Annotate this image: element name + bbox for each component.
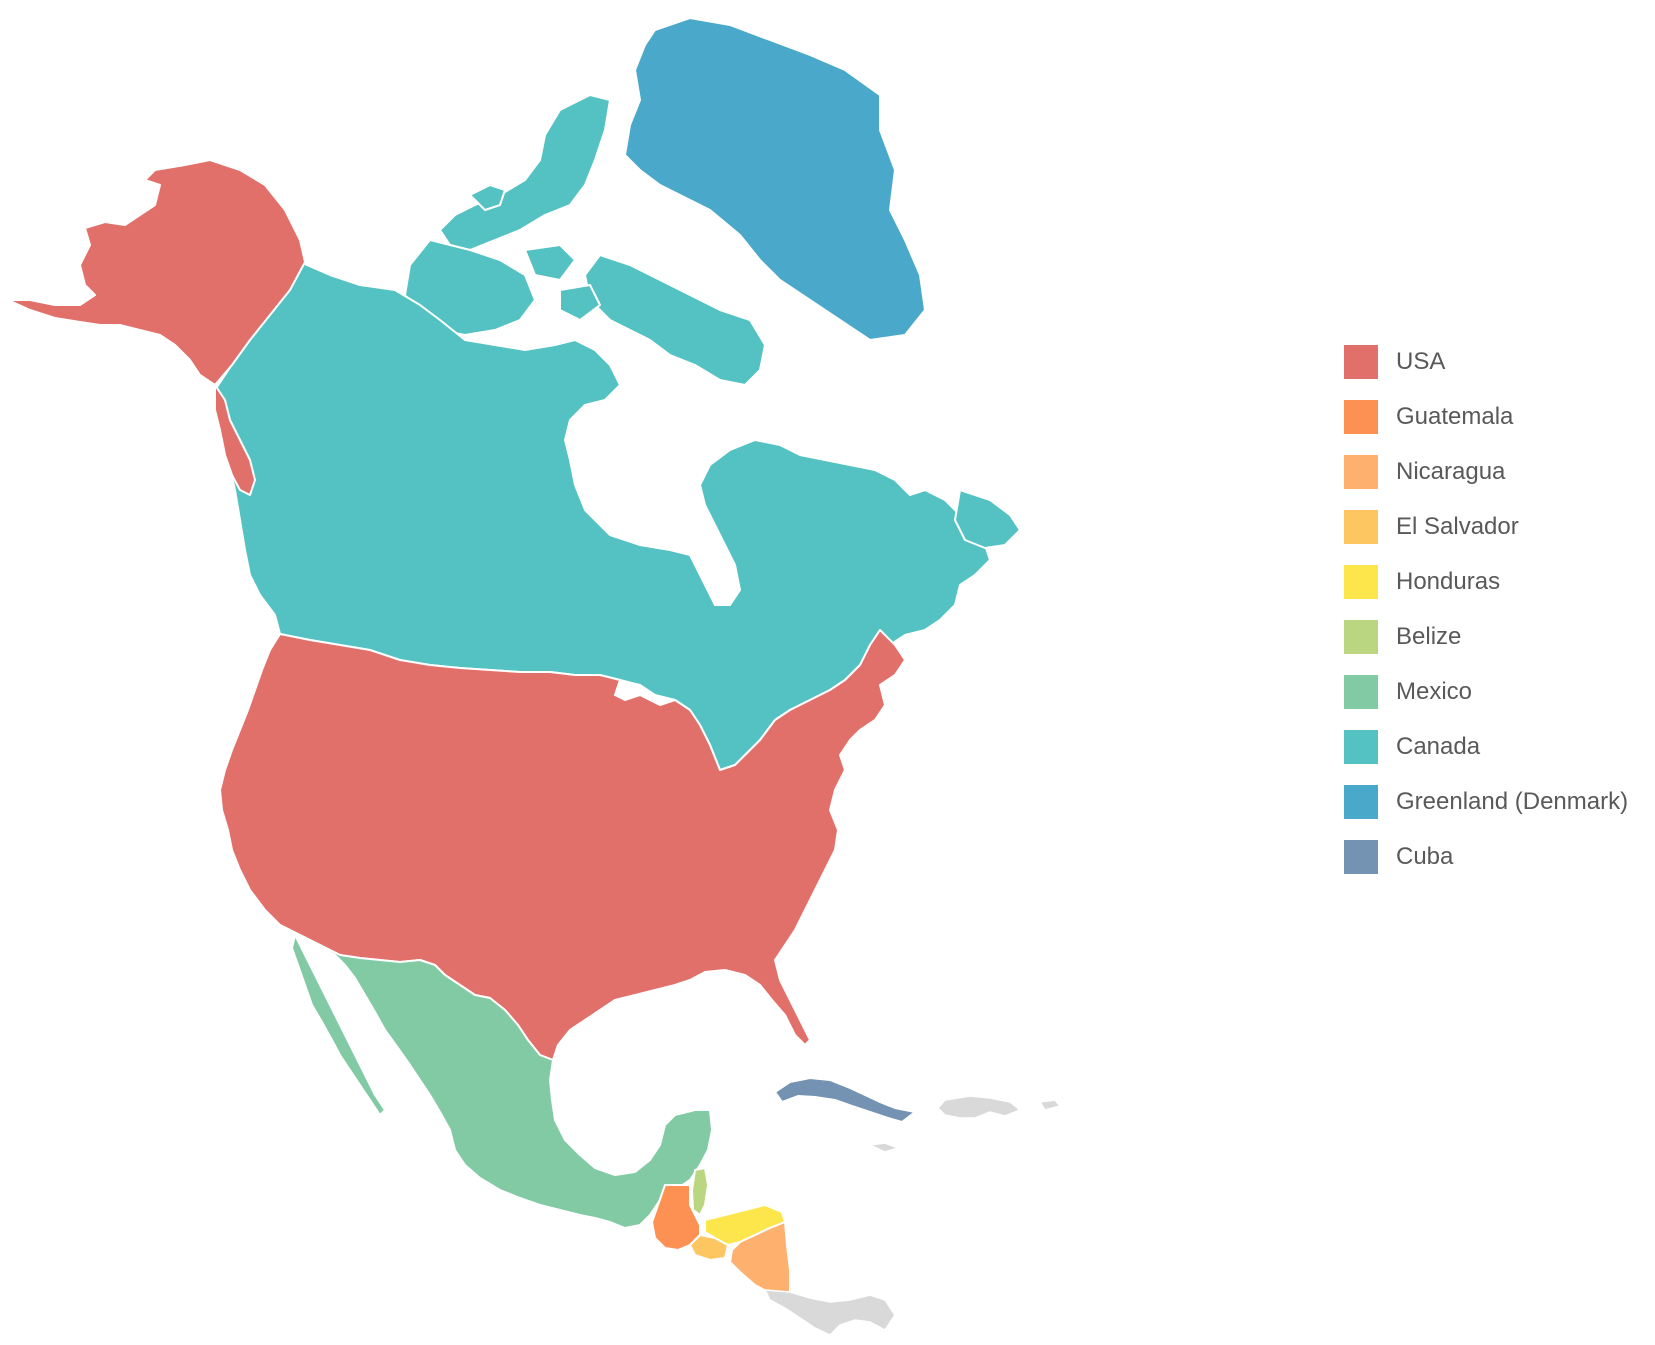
legend-label: Cuba (1396, 842, 1454, 870)
puerto-rico-region (1038, 1099, 1062, 1111)
legend-label: Nicaragua (1396, 457, 1506, 485)
legend-label: Mexico (1396, 677, 1473, 705)
legend-label: Greenland (Denmark) (1396, 787, 1629, 815)
legend-swatch (1344, 839, 1378, 874)
canada-islands-north[interactable] (469, 184, 601, 321)
legend-swatch (1344, 674, 1378, 709)
legend-item-belize[interactable]: Belize (1344, 609, 1644, 664)
legend-swatch (1344, 344, 1378, 379)
legend-label: Belize (1396, 622, 1462, 650)
legend-label: Guatemala (1396, 402, 1514, 430)
canada-newfoundland[interactable] (954, 489, 1021, 549)
canada-arctic-islands[interactable] (439, 94, 611, 251)
legend-swatch (1344, 564, 1378, 599)
legend-item-el-salvador[interactable]: El Salvador (1344, 499, 1644, 554)
mexico-region[interactable] (279, 924, 713, 1229)
north-america-map (7, 17, 1062, 1336)
legend-swatch (1344, 454, 1378, 489)
legend-label: Canada (1396, 732, 1481, 760)
legend-item-canada[interactable]: Canada (1344, 719, 1644, 774)
legend-item-nicaragua[interactable]: Nicaragua (1344, 444, 1644, 499)
legend-swatch (1344, 509, 1378, 544)
usa-alaska-panhandle[interactable] (214, 384, 256, 496)
usa-alaska[interactable] (7, 159, 306, 386)
greenland-region[interactable] (624, 17, 926, 341)
legend-item-usa[interactable]: USA (1344, 334, 1644, 389)
legend-label: Honduras (1396, 567, 1501, 595)
guatemala-region[interactable] (651, 1184, 701, 1251)
legend-label: El Salvador (1396, 512, 1519, 540)
legend-swatch (1344, 729, 1378, 764)
cuba-region[interactable] (774, 1077, 916, 1123)
legend-item-greenland[interactable]: Greenland (Denmark) (1344, 774, 1644, 829)
legend-label: USA (1396, 347, 1446, 375)
legend-item-mexico[interactable]: Mexico (1344, 664, 1644, 719)
costa-rica-panama-region (763, 1289, 896, 1336)
legend-swatch (1344, 399, 1378, 434)
jamaica-region (867, 1142, 901, 1153)
legend: USA Guatemala Nicaragua El Salvador Hond… (1344, 334, 1644, 884)
legend-swatch (1344, 784, 1378, 819)
legend-swatch (1344, 619, 1378, 654)
canada-baffin-island[interactable] (584, 254, 766, 386)
belize-region[interactable] (691, 1167, 709, 1216)
el-salvador-region[interactable] (689, 1234, 729, 1261)
legend-item-guatemala[interactable]: Guatemala (1344, 389, 1644, 444)
legend-item-cuba[interactable]: Cuba (1344, 829, 1644, 884)
hispaniola-region (936, 1095, 1022, 1119)
legend-item-honduras[interactable]: Honduras (1344, 554, 1644, 609)
